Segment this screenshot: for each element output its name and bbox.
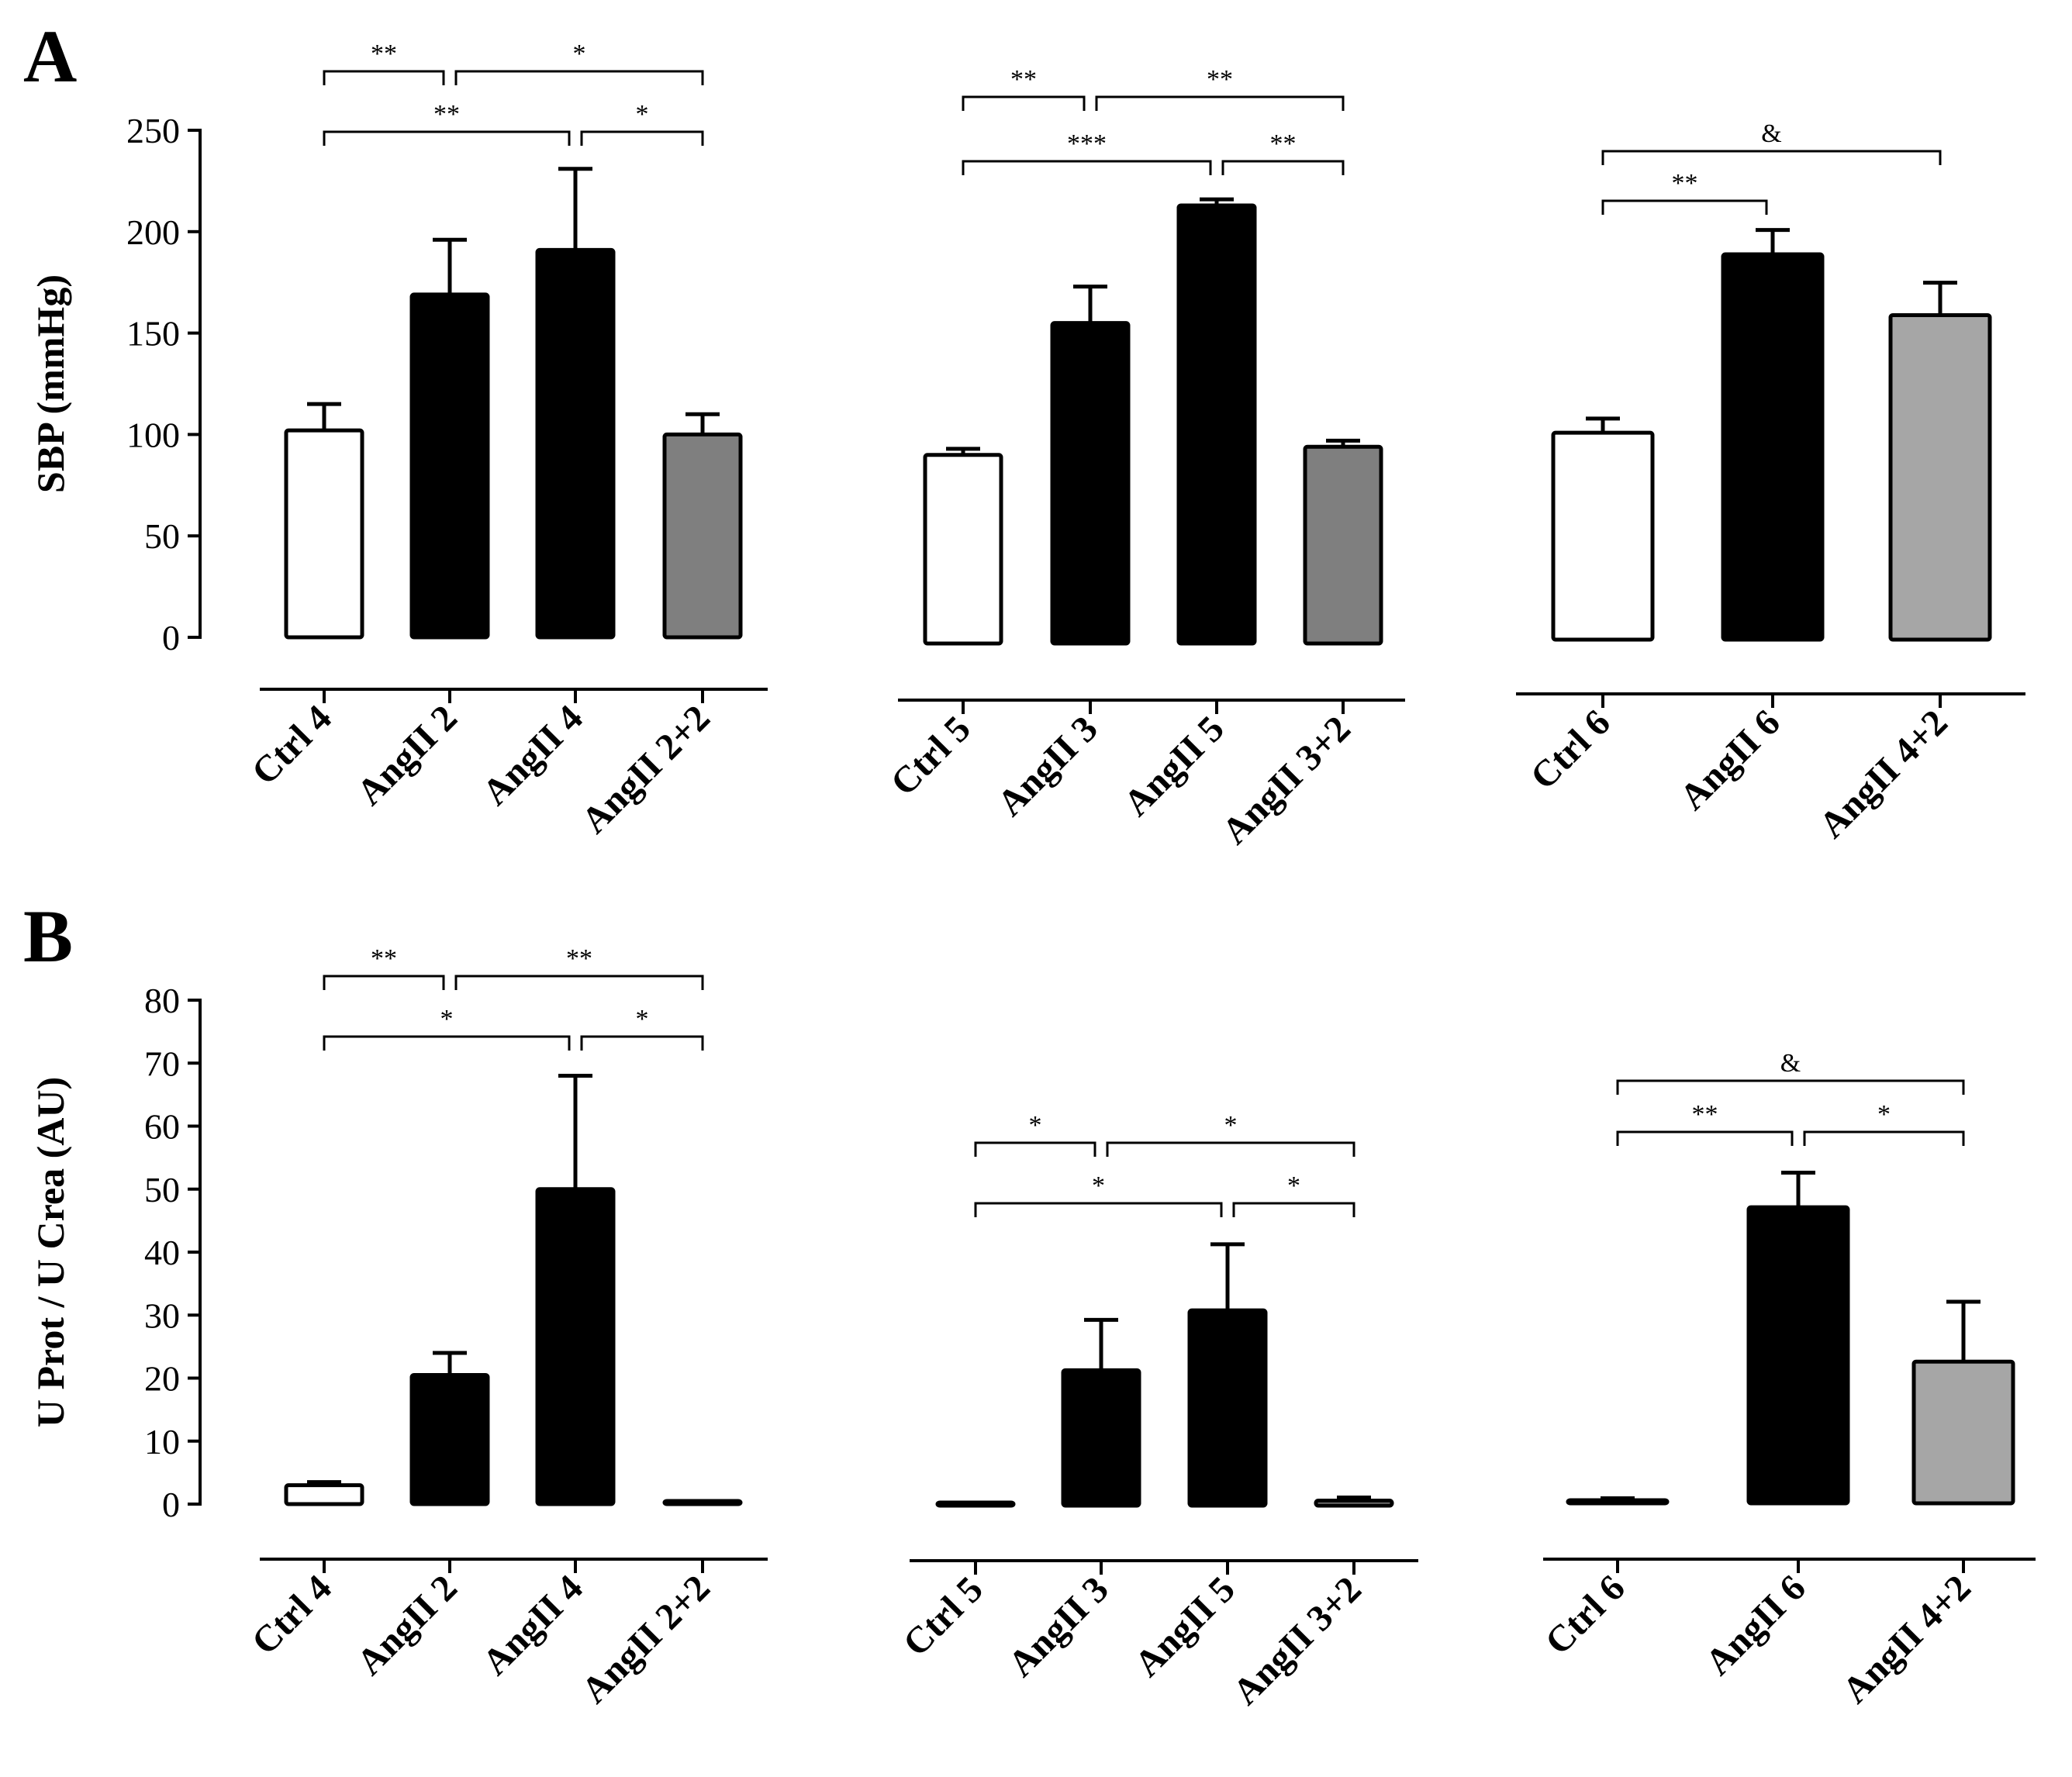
y-tick-label: 70 bbox=[144, 1044, 180, 1083]
y-tick-label: 60 bbox=[144, 1107, 180, 1147]
significance-bracket bbox=[1221, 160, 1345, 175]
significance-label: ** bbox=[1692, 1100, 1718, 1129]
bar bbox=[284, 428, 364, 640]
significance-label: * bbox=[1092, 1171, 1105, 1200]
significance-label: * bbox=[1224, 1111, 1238, 1140]
bar bbox=[662, 1499, 743, 1506]
significance-label: & bbox=[1761, 119, 1781, 148]
y-tick-label: 100 bbox=[126, 415, 180, 454]
bar bbox=[284, 1483, 364, 1506]
bar bbox=[535, 247, 616, 640]
significance-bracket bbox=[962, 160, 1212, 175]
bar bbox=[1050, 321, 1131, 646]
bar bbox=[1746, 1205, 1850, 1506]
significance-bracket bbox=[974, 1141, 1096, 1157]
bar bbox=[1314, 1499, 1394, 1508]
significance-bracket bbox=[454, 70, 704, 85]
bar bbox=[1551, 430, 1655, 642]
y-tick-label: 0 bbox=[162, 618, 180, 657]
significance-bracket bbox=[1616, 1130, 1794, 1146]
significance-label: * bbox=[1877, 1100, 1891, 1129]
significance-label: * bbox=[636, 100, 649, 129]
significance-bracket bbox=[323, 70, 445, 85]
bar bbox=[923, 453, 1003, 646]
significance-label: *** bbox=[1067, 129, 1107, 158]
bar bbox=[1176, 203, 1257, 646]
significance-label: * bbox=[1029, 1111, 1042, 1140]
significance-label: ** bbox=[371, 944, 397, 973]
bar bbox=[1888, 312, 1992, 642]
panel-letter: B bbox=[23, 895, 73, 978]
significance-bracket bbox=[1095, 95, 1345, 111]
significance-bracket bbox=[1601, 150, 1942, 165]
significance-bracket bbox=[454, 975, 704, 990]
significance-bracket bbox=[323, 130, 571, 146]
significance-label: ** bbox=[371, 40, 397, 68]
significance-bracket bbox=[1601, 199, 1768, 215]
bar bbox=[1721, 252, 1825, 642]
bar bbox=[1911, 1359, 2015, 1506]
bar bbox=[409, 292, 490, 640]
bar bbox=[409, 1372, 490, 1506]
significance-bracket bbox=[1106, 1141, 1355, 1157]
y-tick-label: 50 bbox=[144, 516, 180, 556]
significance-label: ** bbox=[566, 944, 592, 973]
bar bbox=[1061, 1368, 1141, 1508]
bar bbox=[1187, 1308, 1268, 1508]
significance-bracket bbox=[580, 1035, 704, 1051]
bar bbox=[935, 1500, 1016, 1508]
y-tick-label: 0 bbox=[162, 1485, 180, 1524]
significance-bracket bbox=[323, 1035, 571, 1051]
y-tick-label: 250 bbox=[126, 111, 180, 150]
bar bbox=[1566, 1498, 1670, 1506]
y-tick-label: 10 bbox=[144, 1422, 180, 1461]
y-tick-label: 50 bbox=[144, 1170, 180, 1209]
significance-label: * bbox=[1287, 1171, 1300, 1200]
y-tick-label: 30 bbox=[144, 1296, 180, 1335]
significance-bracket bbox=[323, 975, 445, 990]
significance-bracket bbox=[1803, 1130, 1965, 1146]
significance-label: * bbox=[440, 1005, 454, 1033]
significance-label: * bbox=[636, 1005, 649, 1033]
y-tick-label: 200 bbox=[126, 212, 180, 252]
significance-bracket bbox=[962, 95, 1086, 111]
bar bbox=[535, 1187, 616, 1506]
significance-bracket bbox=[974, 1202, 1223, 1217]
y-tick-label: 40 bbox=[144, 1233, 180, 1272]
y-tick-label: 20 bbox=[144, 1359, 180, 1399]
bar bbox=[1303, 444, 1383, 646]
significance-label: * bbox=[573, 40, 586, 68]
significance-label: ** bbox=[1270, 129, 1297, 158]
bar bbox=[662, 432, 743, 640]
significance-bracket bbox=[580, 130, 704, 146]
y-tick-label: 150 bbox=[126, 314, 180, 354]
significance-label: ** bbox=[1672, 169, 1698, 198]
significance-label: ** bbox=[433, 100, 460, 129]
significance-label: & bbox=[1780, 1049, 1801, 1078]
significance-bracket bbox=[1616, 1079, 1965, 1095]
significance-bracket bbox=[1232, 1202, 1355, 1217]
y-axis-title: SBP (mmHg) bbox=[29, 274, 72, 493]
significance-label: ** bbox=[1010, 65, 1037, 94]
panel-letter: A bbox=[23, 15, 77, 98]
y-axis-title: U Prot / U Crea (AU) bbox=[29, 1077, 72, 1427]
significance-label: ** bbox=[1207, 65, 1233, 94]
y-tick-label: 80 bbox=[144, 981, 180, 1020]
